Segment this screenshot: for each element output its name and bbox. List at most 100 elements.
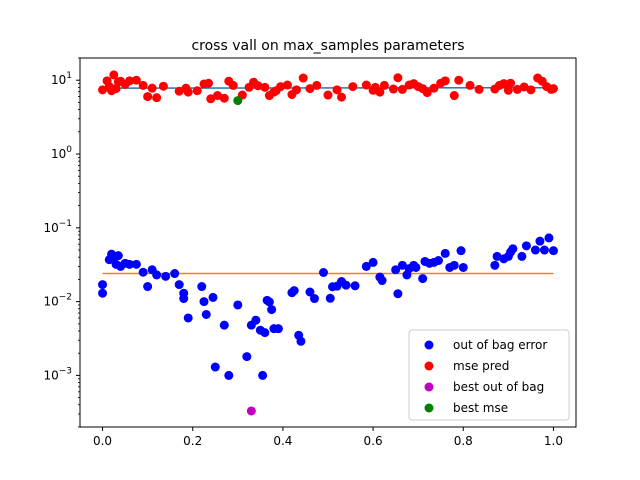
data-point — [418, 274, 428, 284]
data-point — [131, 259, 141, 269]
data-point — [350, 281, 360, 291]
data-point — [377, 276, 387, 286]
legend-marker — [424, 382, 434, 392]
series-3 — [233, 96, 243, 106]
data-point — [361, 261, 371, 271]
data-point — [508, 244, 518, 254]
data-point — [298, 73, 308, 83]
legend-marker — [424, 340, 434, 350]
data-point — [199, 297, 209, 307]
data-point — [125, 259, 135, 269]
legend-box — [408, 329, 570, 421]
data-point — [391, 265, 401, 275]
data-point — [422, 88, 432, 98]
data-point — [125, 76, 135, 86]
data-point — [291, 85, 301, 95]
data-point — [98, 280, 108, 290]
data-point — [337, 92, 347, 102]
data-point — [296, 336, 306, 346]
data-point — [98, 85, 108, 95]
data-point — [251, 315, 261, 325]
data-point — [174, 86, 184, 96]
data-point — [393, 73, 403, 83]
data-point — [490, 260, 500, 270]
data-point — [348, 82, 358, 92]
data-point — [305, 287, 315, 297]
data-point — [539, 245, 549, 255]
data-point — [143, 282, 153, 292]
data-point — [332, 85, 342, 95]
legend-marker — [424, 361, 434, 371]
axes-frame — [79, 57, 577, 428]
data-point — [174, 280, 184, 290]
data-point — [183, 87, 193, 97]
data-point — [219, 93, 229, 103]
data-point — [530, 245, 540, 255]
data-point — [260, 328, 270, 338]
data-point — [456, 246, 466, 256]
data-point — [519, 82, 529, 92]
data-point — [210, 362, 220, 372]
data-point — [276, 82, 286, 92]
data-point — [233, 300, 243, 310]
data-point — [512, 84, 522, 94]
legend: out of bag error mse pred best out of bag b… — [408, 329, 570, 421]
data-point — [228, 80, 238, 90]
data-point — [458, 262, 468, 272]
data-point — [143, 92, 153, 102]
data-point — [506, 78, 516, 88]
data-point — [233, 96, 243, 106]
data-point — [242, 352, 252, 362]
data-point — [517, 251, 527, 261]
data-point — [499, 79, 509, 89]
data-point — [440, 76, 450, 86]
legend-marker — [424, 403, 434, 413]
x-tick-label: 0.0 — [93, 434, 112, 448]
legend-label: mse pred — [453, 359, 509, 373]
data-point — [449, 91, 459, 101]
data-point — [397, 260, 407, 270]
data-point — [179, 288, 189, 298]
data-point — [170, 269, 180, 279]
data-point — [368, 257, 378, 267]
x-axis: 0.0 0.2 0.4 0.6 0.8 1.0 — [93, 427, 563, 448]
legend-label: best mse — [453, 401, 508, 415]
data-point — [267, 305, 277, 315]
data-point — [379, 80, 389, 90]
data-point — [131, 75, 141, 85]
x-tick-label: 1.0 — [544, 434, 563, 448]
data-point — [183, 313, 193, 323]
data-point — [521, 241, 531, 251]
y-axis: 10−3 10−2 10−1 100 101 — [43, 57, 80, 428]
data-point — [312, 80, 322, 90]
y-tick-label: 10−1 — [43, 219, 72, 235]
data-point — [201, 309, 211, 319]
data-point — [503, 85, 513, 95]
data-point — [325, 293, 335, 303]
data-point — [224, 370, 234, 380]
data-point — [147, 83, 157, 93]
data-point — [152, 93, 162, 103]
data-point — [548, 84, 558, 94]
data-point — [138, 80, 148, 90]
data-point — [397, 84, 407, 94]
data-point — [192, 86, 202, 96]
data-point — [260, 82, 270, 92]
data-point — [208, 292, 218, 302]
data-point — [433, 256, 443, 266]
data-point — [253, 81, 263, 91]
y-tick-label: 10−3 — [43, 366, 72, 382]
y-tick-label: 101 — [51, 71, 72, 87]
legend-label: out of bag error — [453, 338, 547, 352]
data-point — [449, 260, 459, 270]
data-point — [264, 297, 274, 307]
data-point — [454, 75, 464, 85]
data-point — [388, 84, 398, 94]
data-point — [219, 320, 229, 330]
data-point — [158, 81, 168, 91]
data-point — [109, 70, 119, 80]
data-point — [548, 246, 558, 256]
data-point — [474, 84, 484, 94]
data-point — [318, 268, 328, 278]
data-point — [323, 90, 333, 100]
